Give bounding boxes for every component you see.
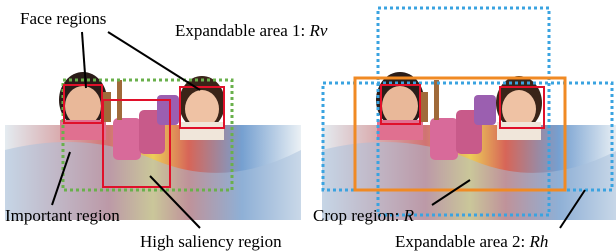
figure: Face regions Expandable area 1: Rv Impor… bbox=[0, 0, 616, 251]
label-symbol: Rh bbox=[529, 232, 549, 251]
label-symbol: R bbox=[403, 206, 415, 225]
label: Expandable area 1: Rv bbox=[175, 21, 328, 40]
label: Crop region: R bbox=[313, 206, 415, 225]
photo-left bbox=[5, 72, 301, 220]
label-text: Crop region: bbox=[313, 206, 404, 225]
label: Important region bbox=[5, 206, 120, 225]
label: Face regions bbox=[20, 9, 106, 28]
label-text: Expandable area 1: bbox=[175, 21, 310, 40]
label: Expandable area 2: Rh bbox=[395, 232, 548, 251]
label-text: Expandable area 2: bbox=[395, 232, 530, 251]
label: High saliency region bbox=[140, 232, 282, 251]
label-symbol: Rv bbox=[309, 21, 328, 40]
photo-right bbox=[322, 72, 616, 220]
